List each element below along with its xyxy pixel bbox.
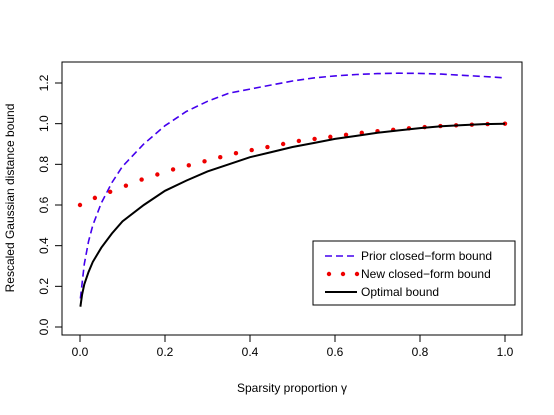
x-tick-label: 0.2 bbox=[157, 345, 174, 359]
y-tick-label: 0.2 bbox=[37, 278, 51, 295]
new-bound-point bbox=[218, 155, 223, 160]
x-tick-label: 0.6 bbox=[327, 345, 344, 359]
new-bound-point bbox=[312, 136, 317, 142]
series-layer bbox=[77, 72, 508, 307]
y-axis-title: Rescaled Gaussian distance bound bbox=[3, 104, 17, 293]
x-tick-label: 0.0 bbox=[72, 345, 89, 359]
new-bound-point bbox=[123, 183, 129, 188]
optimal-bound-line bbox=[79, 122, 506, 307]
x-axis: 0.0 0.2 0.4 0.6 0.8 1.0 bbox=[72, 334, 514, 359]
new-bound-point bbox=[280, 141, 286, 147]
new-bound-point bbox=[502, 121, 508, 126]
new-bound-point bbox=[77, 202, 83, 208]
new-bound-point bbox=[296, 138, 302, 144]
y-tick-label: 0.4 bbox=[37, 237, 51, 254]
new-bound-point bbox=[170, 167, 176, 172]
legend-box bbox=[312, 240, 516, 306]
new-bound-point bbox=[107, 189, 113, 194]
new-bound-point bbox=[92, 195, 98, 201]
legend-label: Optimal bound bbox=[361, 285, 439, 299]
prior-bound-line bbox=[79, 72, 506, 299]
legend-items: Prior closed−form bound New closed−form b… bbox=[325, 249, 492, 299]
y-tick-label: 0.8 bbox=[37, 156, 51, 173]
x-tick-label: 0.8 bbox=[412, 345, 429, 359]
new-bound-point bbox=[202, 159, 207, 164]
new-bound-point bbox=[328, 134, 333, 140]
legend-label: New closed−form bound bbox=[361, 267, 491, 281]
legend-marker-new-bound bbox=[340, 271, 346, 277]
y-tick-label: 0.0 bbox=[37, 318, 51, 335]
y-tick-label: 1.0 bbox=[37, 115, 51, 132]
new-bound-point bbox=[139, 177, 144, 182]
new-bound-point bbox=[155, 172, 160, 177]
y-axis: 0.0 0.2 0.4 0.6 0.8 1.0 1.2 bbox=[37, 74, 63, 335]
x-axis-title: Sparsity proportion γ bbox=[237, 381, 347, 395]
new-bound-point bbox=[233, 150, 239, 156]
new-bound-point bbox=[249, 147, 254, 153]
legend-marker-new-bound bbox=[326, 271, 332, 277]
new-bound-point bbox=[343, 132, 349, 138]
new-bound-point bbox=[265, 144, 270, 150]
legend-marker-new-bound bbox=[354, 271, 360, 277]
x-tick-label: 0.4 bbox=[242, 345, 259, 359]
y-tick-label: 0.6 bbox=[37, 196, 51, 213]
legend: Prior closed−form bound New closed−form b… bbox=[312, 240, 516, 306]
new-bound-point bbox=[186, 163, 191, 168]
legend-label: Prior closed−form bound bbox=[361, 249, 492, 263]
y-tick-label: 1.2 bbox=[37, 74, 51, 91]
new-bound-point bbox=[359, 130, 364, 136]
x-tick-label: 1.0 bbox=[497, 345, 514, 359]
